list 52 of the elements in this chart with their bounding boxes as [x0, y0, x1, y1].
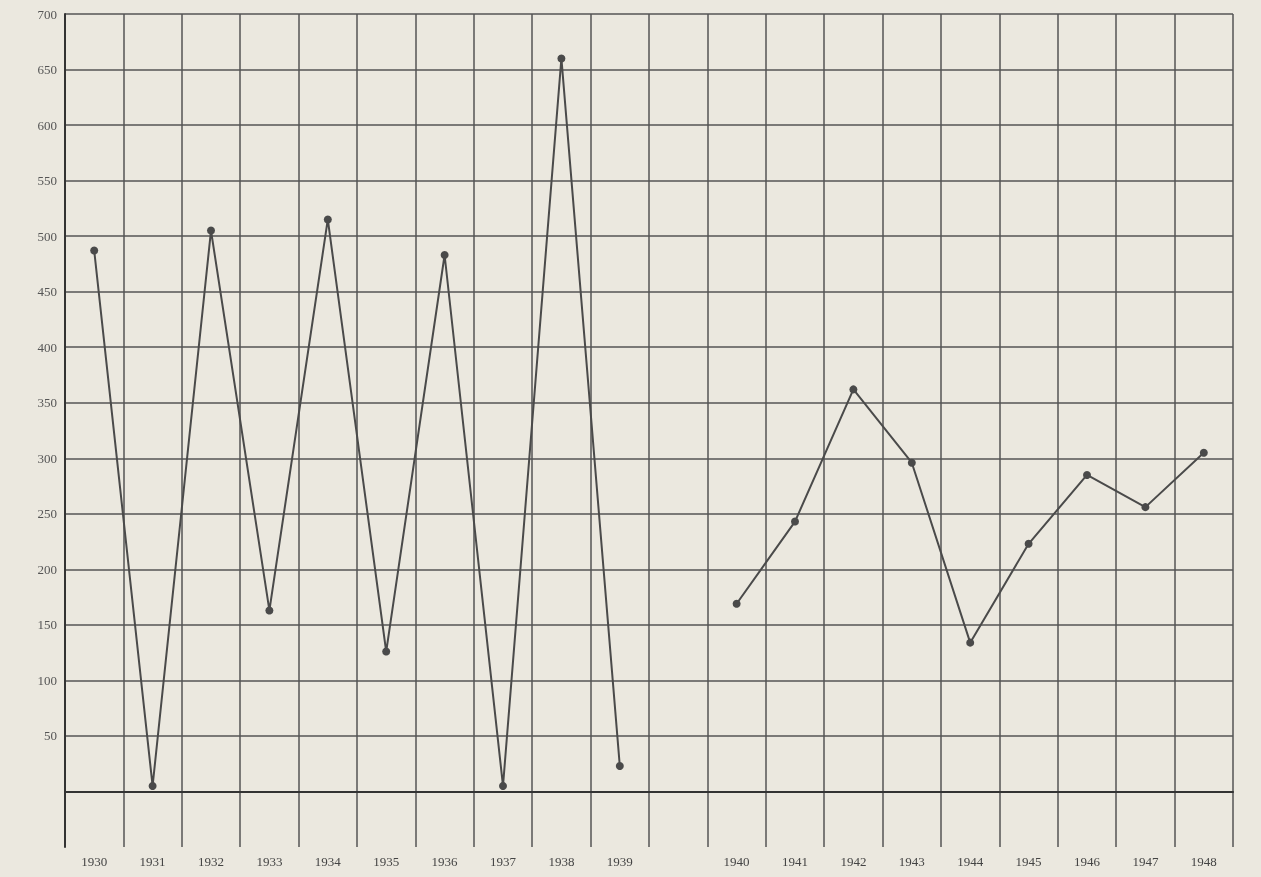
point [1083, 470, 1091, 479]
y-tick-label: 150 [37, 617, 57, 633]
point [615, 761, 624, 770]
x-tick-label: 1946 [1074, 854, 1101, 869]
point [791, 517, 799, 526]
x-tick-label: 1940 [723, 854, 750, 869]
point [90, 246, 99, 255]
x-tick-label: 1944 [957, 854, 984, 869]
x-tick-label: 1930 [81, 854, 108, 869]
point [1024, 539, 1033, 548]
x-tick-label: 1935 [373, 854, 400, 869]
y-tick-label: 250 [37, 506, 57, 522]
point [382, 647, 391, 656]
point [1141, 503, 1150, 512]
point [440, 251, 449, 260]
x-tick-label: 1936 [431, 854, 459, 869]
y-tick-label: 550 [37, 173, 57, 189]
y-tick-label: 100 [37, 672, 57, 688]
point [907, 458, 916, 467]
x-tick-label: 1948 [1190, 854, 1217, 869]
x-tick-label: 1933 [256, 854, 283, 869]
y-tick-label: 400 [37, 339, 57, 355]
y-tick-label: 600 [37, 117, 57, 133]
point [557, 54, 566, 63]
point [207, 226, 215, 235]
x-tick-label: 1932 [198, 854, 224, 869]
point [849, 385, 858, 394]
point [966, 638, 975, 647]
y-tick-label: 50 [44, 728, 57, 744]
y-tick-label: 200 [37, 561, 57, 577]
x-tick-label: 1941 [782, 854, 808, 869]
y-tick-label: 500 [37, 228, 57, 244]
x-tick-label: 1931 [139, 854, 166, 869]
point [148, 781, 157, 790]
x-tick-label: 1939 [606, 854, 633, 869]
y-tick-label: 350 [37, 395, 57, 411]
point [1199, 448, 1208, 457]
y-tick-label: 650 [37, 62, 57, 78]
x-tick-label: 1937 [490, 854, 517, 869]
x-tick-label: 1943 [898, 854, 925, 869]
x-tick-label: 1947 [1132, 854, 1159, 869]
point [732, 599, 741, 608]
x-tick-label: 1945 [1015, 854, 1042, 869]
x-tick-label: 1934 [314, 854, 342, 869]
y-tick-label: 700 [37, 6, 57, 22]
point [499, 781, 507, 790]
y-tick-label: 300 [37, 450, 57, 466]
point [323, 215, 332, 224]
x-tick-label: 1938 [548, 854, 575, 869]
x-tick-label: 1942 [840, 854, 867, 869]
y-tick-label: 450 [37, 284, 57, 300]
point [265, 606, 274, 615]
